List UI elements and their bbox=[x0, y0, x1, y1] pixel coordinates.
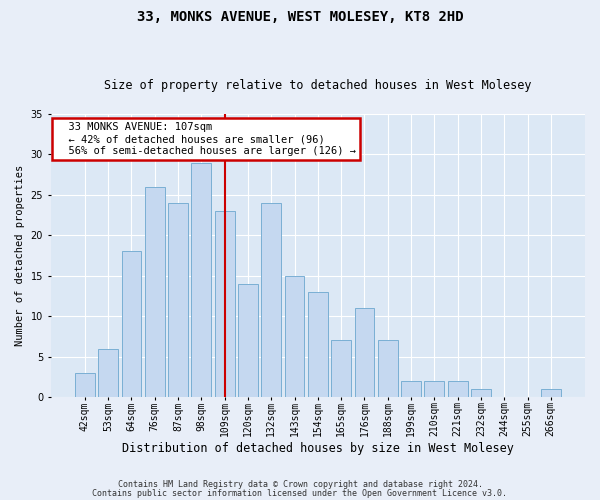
Text: Contains public sector information licensed under the Open Government Licence v3: Contains public sector information licen… bbox=[92, 489, 508, 498]
Bar bbox=[145, 187, 164, 397]
Bar bbox=[401, 381, 421, 397]
Bar bbox=[378, 340, 398, 397]
Text: 33, MONKS AVENUE, WEST MOLESEY, KT8 2HD: 33, MONKS AVENUE, WEST MOLESEY, KT8 2HD bbox=[137, 10, 463, 24]
Bar bbox=[331, 340, 351, 397]
Y-axis label: Number of detached properties: Number of detached properties bbox=[15, 165, 25, 346]
Bar bbox=[98, 348, 118, 397]
Bar bbox=[262, 203, 281, 397]
Bar bbox=[191, 162, 211, 397]
Bar bbox=[215, 211, 235, 397]
Bar bbox=[308, 292, 328, 397]
Bar bbox=[122, 252, 142, 397]
X-axis label: Distribution of detached houses by size in West Molesey: Distribution of detached houses by size … bbox=[122, 442, 514, 455]
Title: Size of property relative to detached houses in West Molesey: Size of property relative to detached ho… bbox=[104, 79, 532, 92]
Bar bbox=[284, 276, 304, 397]
Bar bbox=[238, 284, 258, 397]
Text: Contains HM Land Registry data © Crown copyright and database right 2024.: Contains HM Land Registry data © Crown c… bbox=[118, 480, 482, 489]
Bar bbox=[168, 203, 188, 397]
Text: 33 MONKS AVENUE: 107sqm
  ← 42% of detached houses are smaller (96)
  56% of sem: 33 MONKS AVENUE: 107sqm ← 42% of detache… bbox=[56, 122, 356, 156]
Bar bbox=[471, 389, 491, 397]
Bar bbox=[424, 381, 444, 397]
Bar bbox=[541, 389, 561, 397]
Bar bbox=[75, 373, 95, 397]
Bar bbox=[448, 381, 467, 397]
Bar bbox=[355, 308, 374, 397]
